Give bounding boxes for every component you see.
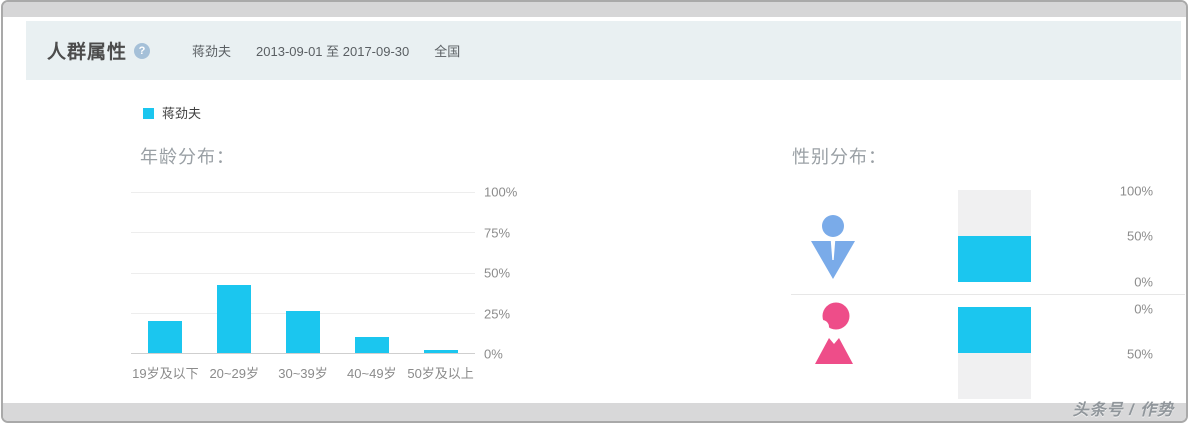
age-bar-slot — [200, 192, 269, 353]
female-icon — [815, 302, 853, 364]
age-section-title: 年龄分布： — [140, 147, 235, 167]
age-y-label-0: 100% — [484, 184, 518, 200]
male-tick-50: 50% — [1126, 228, 1153, 244]
male-bar-track[interactable] — [958, 190, 1031, 282]
watermark-text: 头条号 / 作势 — [1072, 402, 1174, 419]
age-bar-2[interactable] — [285, 311, 320, 353]
header-meta: 蒋劲夫 2013-09-01 至 2017-09-30 全国 — [192, 41, 460, 60]
page-title: 人群属性 — [47, 42, 128, 63]
female-bar-track[interactable] — [958, 307, 1031, 399]
age-x-label-0: 19岁及以下 — [132, 366, 199, 381]
top-strip — [3, 2, 1186, 17]
age-bar-1[interactable] — [217, 285, 252, 353]
gridline — [131, 192, 475, 193]
age-bar-slot — [269, 192, 338, 353]
age-bar-0[interactable] — [148, 320, 183, 353]
female-tick-50: 50% — [1126, 346, 1153, 362]
age-x-label-1: 20~29岁 — [209, 366, 259, 381]
gender-section-title: 性别分布： — [792, 147, 887, 167]
age-bar-slot — [337, 192, 406, 353]
age-bar-slot — [406, 192, 475, 353]
help-icon[interactable]: ? — [134, 42, 151, 59]
age-x-label-4: 50岁及以上 — [407, 366, 474, 381]
age-y-label-1: 75% — [484, 225, 511, 240]
male-bar-fill — [958, 236, 1031, 282]
gridline — [131, 232, 475, 234]
age-bar-4[interactable] — [423, 349, 458, 353]
age-x-label-3: 40~49岁 — [347, 366, 397, 381]
female-tick-0: 0% — [1134, 301, 1153, 317]
age-y-label-3: 25% — [484, 306, 511, 321]
male-tick-100: 100% — [1119, 183, 1153, 199]
legend-item[interactable]: 蒋劲夫 — [143, 103, 201, 122]
age-x-axis-labels: 19岁及以下 20~29岁 30~39岁 40~49岁 50岁及以上 — [131, 363, 475, 382]
keyword-label: 蒋劲夫 — [192, 44, 232, 59]
region-label: 全国 — [434, 44, 461, 59]
age-bar-slot — [131, 192, 200, 353]
age-y-label-4: 0% — [484, 346, 503, 362]
age-bar-3[interactable] — [354, 336, 389, 353]
panel-header: 人群属性 ? 蒋劲夫 2013-09-01 至 2017-09-30 全国 — [26, 21, 1181, 80]
male-icon — [811, 215, 855, 279]
legend-label: 蒋劲夫 — [162, 106, 202, 121]
male-tick-0: 0% — [1134, 274, 1153, 290]
age-chart-plot — [131, 192, 475, 354]
female-bar-fill — [958, 307, 1031, 353]
age-y-label-2: 50% — [484, 265, 511, 281]
bottom-strip: 头条号 / 作势 — [3, 402, 1186, 421]
gender-divider — [791, 294, 1185, 295]
age-x-label-2: 30~39岁 — [278, 366, 328, 381]
age-bars — [131, 192, 475, 353]
date-range-label: 2013-09-01 至 2017-09-30 — [256, 44, 410, 59]
gridline — [131, 272, 475, 274]
legend-swatch — [143, 108, 154, 119]
